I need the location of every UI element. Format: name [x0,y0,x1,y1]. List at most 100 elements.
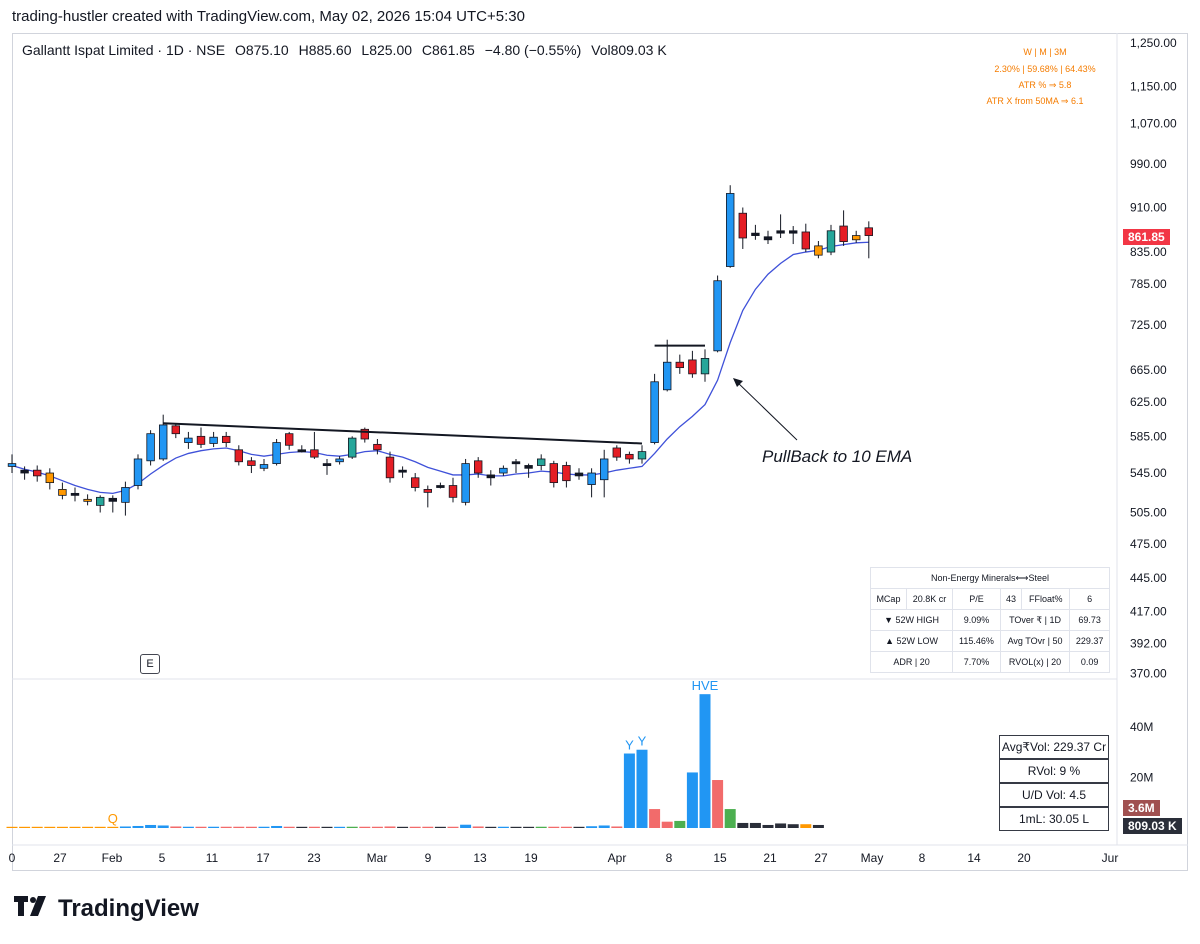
time-axis-tick: 13 [473,851,487,865]
table-cell: RVOL(x) | 20 [999,651,1071,673]
candle [83,494,92,506]
candle [33,465,42,482]
candle [96,495,105,513]
volume-bar [208,826,220,828]
table-cell: ▼ 52W HIGH [869,609,954,631]
volume-bar [6,826,18,828]
symbol-name[interactable]: Gallantt Ispat Limited · 1D · NSE [22,42,226,58]
table-cell: 9.09% [952,609,1001,631]
volume-bar [661,821,673,828]
tradingview-logo[interactable]: TradingView [14,895,199,923]
candle [146,430,155,466]
time-axis-tick: Jur [1102,851,1119,865]
candle [713,275,722,353]
candle-body [549,463,558,484]
table-cell: ▲ 52W LOW [869,630,954,652]
table-row: MCap 20.8K cr P/E 43 FFloat% 6 [870,588,1110,610]
volume-bar [107,826,119,828]
candle-body [511,461,521,465]
volume-signal-label: HVE [692,678,719,693]
candle-body [398,469,407,473]
candle [524,463,533,478]
candle [373,438,382,455]
candle-body [45,472,54,484]
candle-body [171,425,180,435]
candle [58,482,67,500]
candle [473,457,483,478]
volume-bar [649,809,661,828]
table-cell: TOver ₹ | 1D [999,609,1071,631]
candle-body [637,451,647,460]
one-ml-box: 1mL: 30.05 L [999,807,1109,831]
earnings-marker[interactable]: E [140,654,160,674]
volume-bar [699,694,711,828]
candle-body [436,485,445,488]
volume-bar [749,822,761,828]
time-axis-tick: Feb [102,851,123,865]
volume-bar [535,826,547,828]
candle-body [108,497,117,502]
time-axis-tick: 27 [814,851,828,865]
table-row: ADR | 20 7.70% RVOL(x) | 20 0.09 [869,651,1110,673]
candle [209,431,218,448]
price-axis-tick: 1,070.00 [1130,117,1177,131]
ohlc-close: C861.85 [421,42,475,58]
volume-bar [384,826,396,828]
ohlc-high: H885.60 [298,42,352,58]
volume-bar [409,826,421,828]
table-cell: P/E [952,588,1001,610]
price-axis-tick: 910.00 [1130,201,1167,215]
annotation-arrowhead [733,378,743,387]
candle [864,221,873,259]
candle-body [234,449,243,463]
candle [436,482,445,489]
candle [297,445,306,453]
time-axis-tick: 0 [9,851,16,865]
tradingview-logo-text: TradingView [58,895,199,922]
candle-body [461,463,470,503]
table-cell: Avg TOvr | 50 [999,630,1071,652]
candle [360,427,369,443]
candle [675,354,684,374]
volume-bar [359,826,371,828]
candle-body [347,437,357,458]
volume-bar [119,826,131,828]
candle [184,431,193,449]
volume-bar [321,826,333,828]
candle-body [713,280,722,352]
candle-body [574,472,584,477]
candle [789,226,798,245]
time-axis-tick: 20 [1017,851,1031,865]
candle-body [146,433,155,462]
volume-bar [737,822,749,828]
price-axis-tick: 445.00 [1130,571,1167,585]
sector-cell: Non-Energy Minerals⟷Steel [870,567,1110,589]
candle-body [7,463,17,467]
time-axis-tick: 14 [967,851,981,865]
candle [776,214,785,238]
candle-body [612,447,621,458]
table-cell: 6 [1069,588,1110,610]
table-cell: 7.70% [952,651,1001,673]
candle [335,456,344,465]
candle [600,449,609,498]
volume-bar [724,809,736,828]
candle-body [247,460,256,466]
volume-bar [296,826,308,828]
chart-frame[interactable] [12,33,1188,871]
candle [801,223,810,253]
volume-bar [271,825,283,828]
candle-body [335,458,344,463]
candle-body [259,464,269,469]
time-axis-tick: 23 [307,851,321,865]
candle [726,185,735,268]
price-axis-tick: 835.00 [1130,245,1167,259]
table-cell: ADR | 20 [869,651,954,673]
volume-bar [170,826,182,828]
candle-body [562,465,571,482]
candle-body [486,474,495,479]
volume-signal-label: Y [638,734,647,749]
candle-body [297,449,306,453]
candle-body [272,442,281,465]
